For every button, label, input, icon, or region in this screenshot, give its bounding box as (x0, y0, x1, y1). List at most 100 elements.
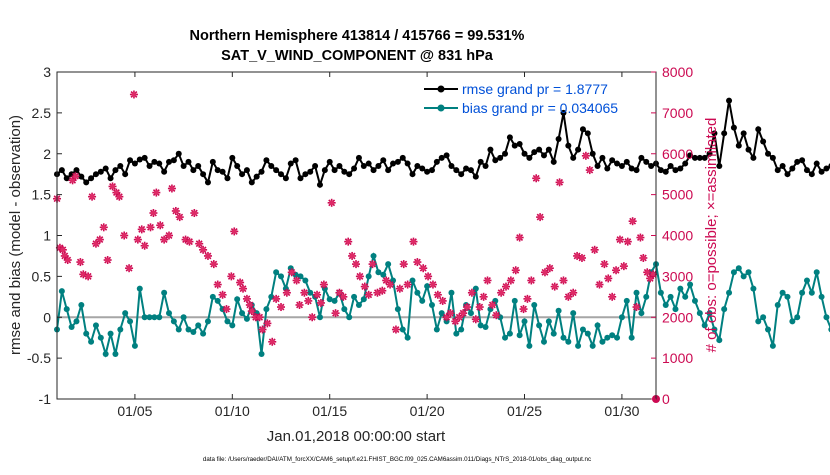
right-tick-label: 5000 (662, 187, 693, 203)
bias-point (278, 273, 285, 280)
rmse-point (424, 168, 431, 175)
rmse-point (127, 157, 134, 164)
rmse-point (433, 158, 440, 165)
rmse-point (156, 160, 163, 167)
possible-obs-dot (269, 339, 275, 345)
rmse-point (63, 175, 70, 182)
bias-point (614, 334, 621, 341)
bias-point (609, 332, 616, 339)
legend-rmse-marker (437, 85, 445, 93)
possible-obs-marker (287, 268, 296, 277)
rmse-point (614, 160, 621, 167)
possible-obs-dot (640, 255, 646, 261)
bias-point (696, 310, 703, 317)
bias-point (657, 289, 664, 296)
possible-obs-marker (600, 260, 609, 269)
x-axis-label: Jan.01,2018 00:00:00 start (267, 428, 446, 445)
bias-point (735, 265, 742, 272)
possible-obs-marker (492, 311, 501, 320)
rmse-point (131, 160, 138, 167)
rmse-point (146, 163, 153, 170)
possible-obs-dot (405, 282, 411, 287)
possible-obs-marker (63, 256, 72, 265)
possible-obs-marker (463, 303, 472, 312)
bias-point (239, 310, 246, 317)
rmse-point (667, 163, 674, 170)
bias-point (175, 326, 182, 333)
rmse-point (638, 154, 645, 161)
rmse-point (180, 163, 187, 170)
possible-obs-marker (585, 166, 594, 175)
possible-obs-marker (382, 276, 391, 285)
bias-point (545, 318, 552, 325)
possible-obs-marker (146, 223, 155, 232)
rmse-point (253, 173, 260, 180)
rmse-point (302, 171, 309, 178)
possible-obs-marker (608, 292, 617, 301)
possible-obs-dot (228, 273, 234, 279)
possible-obs-dot (284, 290, 290, 296)
bias-point (365, 273, 372, 280)
possible-obs-dot (565, 294, 571, 300)
possible-obs-dot (370, 261, 375, 267)
possible-obs-marker (502, 282, 511, 291)
bias-point (438, 310, 445, 317)
possible-obs-dot (62, 253, 68, 259)
possible-obs-marker (577, 253, 586, 262)
rmse-point (297, 175, 304, 182)
bias-point (502, 334, 509, 341)
rmse-point (745, 146, 752, 153)
rmse-point (516, 140, 523, 147)
possible-obs-marker (108, 182, 117, 191)
rmse-point (565, 142, 572, 149)
possible-obs-dot (397, 286, 403, 292)
possible-obs-dot (508, 278, 514, 283)
possible-obs-dot (240, 286, 246, 292)
bias-point (706, 310, 713, 317)
possible-obs-dot (121, 233, 127, 238)
possible-obs-dot (411, 239, 416, 245)
bias-point (803, 277, 810, 284)
possible-obs-marker (643, 268, 652, 277)
possible-obs-dot (237, 280, 243, 285)
possible-obs-marker (581, 151, 590, 160)
rmse-point (721, 130, 728, 137)
possible-obs-marker (167, 184, 176, 193)
possible-obs-marker (419, 264, 428, 273)
possible-obs-marker (95, 235, 104, 244)
possible-obs-marker (103, 256, 112, 265)
bias-point (682, 293, 689, 300)
possible-obs-dot (297, 302, 302, 308)
bias-point (575, 342, 582, 349)
rmse-point (726, 97, 733, 104)
x-tick-label: 01/05 (117, 403, 152, 419)
rmse-point (370, 167, 377, 174)
possible-obs-dot (60, 247, 66, 253)
rmse-point (570, 154, 577, 161)
rmse-point (360, 163, 367, 170)
bias-point (263, 306, 270, 313)
possible-obs-dot (498, 290, 504, 296)
rmse-point (204, 179, 211, 186)
right-tick-label: 8000 (662, 64, 693, 80)
rmse-point (107, 175, 114, 182)
possible-obs-dot (570, 290, 576, 296)
bias-point (604, 334, 611, 341)
bias-point (292, 271, 299, 278)
possible-obs-marker (152, 188, 161, 197)
possible-obs-marker (569, 288, 578, 297)
left-tick-label: 3 (43, 64, 51, 80)
bias-point (448, 289, 455, 296)
possible-obs-marker (519, 305, 528, 314)
possible-obs-dot (414, 259, 420, 265)
bias-point (204, 318, 211, 325)
possible-obs-dot (173, 208, 179, 214)
bias-point (477, 322, 484, 329)
rmse-point (648, 163, 655, 170)
bias-point (823, 314, 830, 321)
possible-obs-marker (619, 262, 628, 271)
possible-obs-marker (331, 309, 340, 318)
possible-obs-dot (139, 226, 145, 232)
bias-point (672, 306, 679, 313)
